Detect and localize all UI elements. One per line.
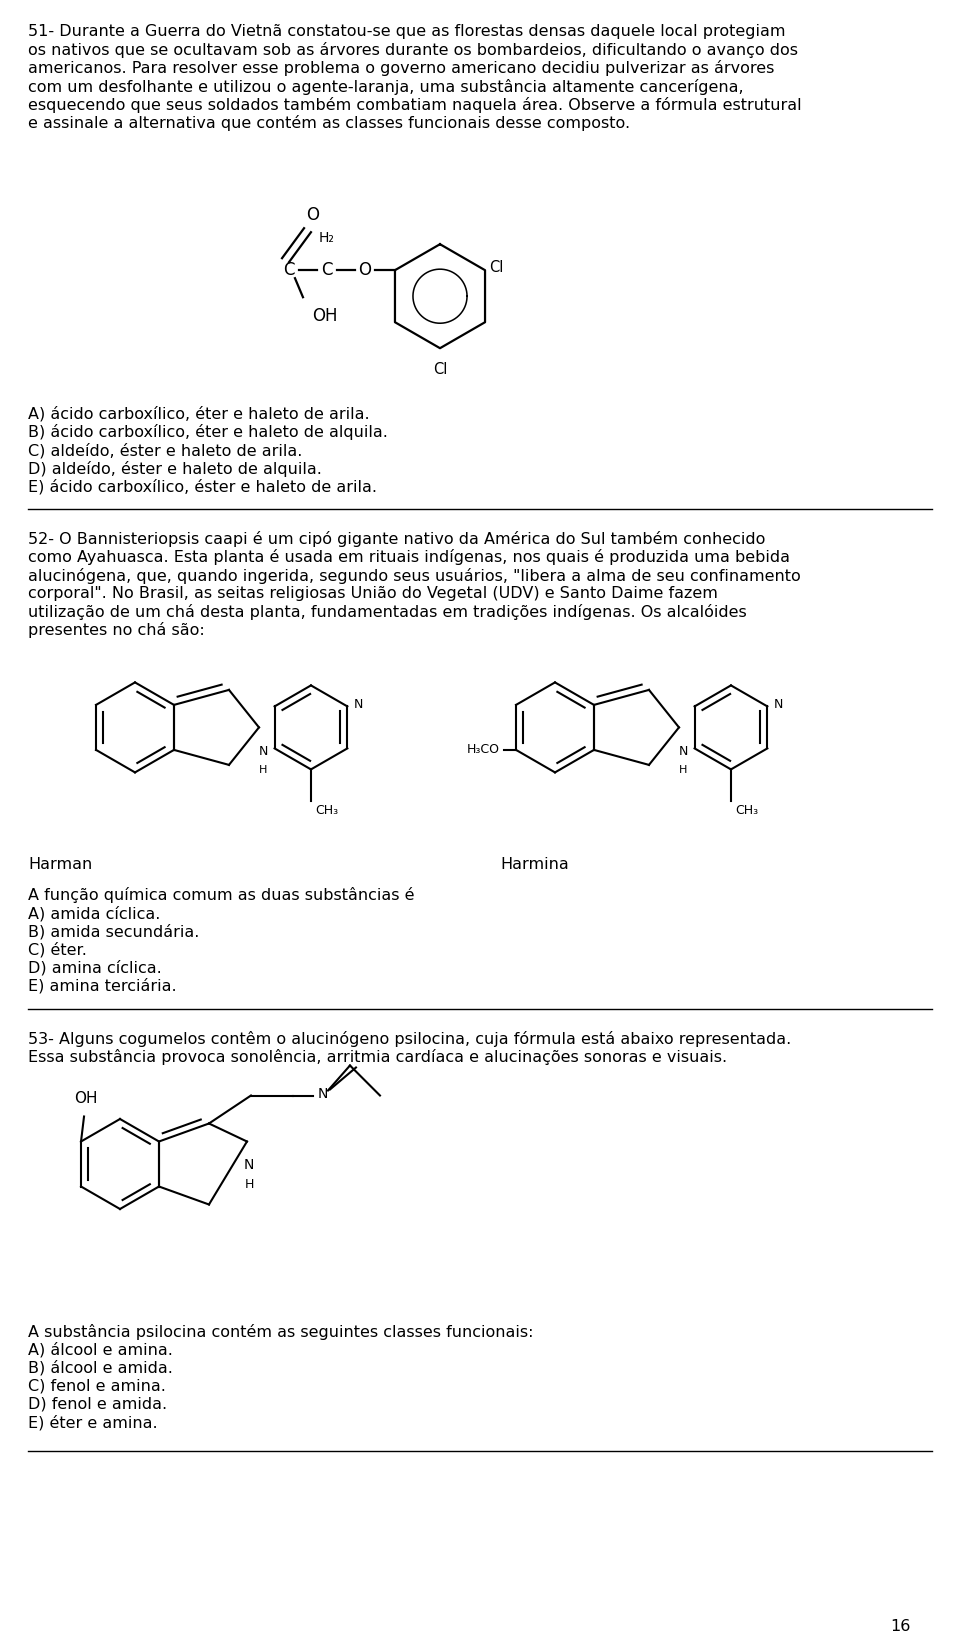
Text: presentes no chá são:: presentes no chá são: [28, 623, 204, 638]
Text: D) aldeído, éster e haleto de alquila.: D) aldeído, éster e haleto de alquila. [28, 461, 322, 477]
Text: os nativos que se ocultavam sob as árvores durante os bombardeios, dificultando : os nativos que se ocultavam sob as árvor… [28, 43, 798, 58]
Text: corporal". No Brasil, as seitas religiosas União do Vegetal (UDV) e Santo Daime : corporal". No Brasil, as seitas religios… [28, 586, 718, 601]
Text: CH₃: CH₃ [735, 805, 758, 818]
Text: como Ayahuasca. Esta planta é usada em rituais indígenas, nos quais é produzida : como Ayahuasca. Esta planta é usada em r… [28, 550, 790, 565]
Text: O: O [358, 261, 372, 279]
Text: Harman: Harman [28, 857, 92, 872]
Text: E) ácido carboxílico, éster e haleto de arila.: E) ácido carboxílico, éster e haleto de … [28, 479, 377, 494]
Text: esquecendo que seus soldados também combatiam naquela área. Observe a fórmula es: esquecendo que seus soldados também comb… [28, 97, 802, 112]
Text: Cl: Cl [433, 362, 447, 377]
Text: Harmina: Harmina [500, 857, 568, 872]
Text: N: N [258, 745, 268, 758]
Text: B) álcool e amida.: B) álcool e amida. [28, 1360, 173, 1376]
Text: Cl: Cl [489, 259, 503, 274]
Text: alucinógena, que, quando ingerida, segundo seus usuários, "libera a alma de seu : alucinógena, que, quando ingerida, segun… [28, 568, 801, 583]
Text: C) fenol e amina.: C) fenol e amina. [28, 1379, 166, 1394]
Text: OH: OH [312, 307, 338, 325]
Text: O: O [306, 206, 320, 225]
Text: D) fenol e amida.: D) fenol e amida. [28, 1398, 167, 1412]
Text: C) éter.: C) éter. [28, 942, 86, 958]
Text: A) amida cíclica.: A) amida cíclica. [28, 905, 160, 922]
Text: A) ácido carboxílico, éter e haleto de arila.: A) ácido carboxílico, éter e haleto de a… [28, 406, 370, 421]
Text: 16: 16 [890, 1619, 910, 1634]
Text: B) ácido carboxílico, éter e haleto de alquila.: B) ácido carboxílico, éter e haleto de a… [28, 425, 388, 441]
Text: e assinale a alternativa que contém as classes funcionais desse composto.: e assinale a alternativa que contém as c… [28, 116, 630, 131]
Text: E) amina terciária.: E) amina terciária. [28, 978, 177, 995]
Text: americanos. Para resolver esse problema o governo americano decidiu pulverizar a: americanos. Para resolver esse problema … [28, 61, 775, 76]
Text: Essa substância provoca sonolência, arritmia cardíaca e alucinações sonoras e vi: Essa substância provoca sonolência, arri… [28, 1049, 727, 1066]
Text: N: N [244, 1158, 254, 1171]
Text: A) álcool e amina.: A) álcool e amina. [28, 1341, 173, 1358]
Text: utilização de um chá desta planta, fundamentadas em tradições indígenas. Os alca: utilização de um chá desta planta, funda… [28, 605, 747, 620]
Text: C: C [322, 261, 333, 279]
Text: A função química comum as duas substâncias é: A função química comum as duas substânci… [28, 887, 415, 904]
Text: B) amida secundária.: B) amida secundária. [28, 923, 200, 940]
Text: H₃CO: H₃CO [467, 743, 500, 757]
Text: E) éter e amina.: E) éter e amina. [28, 1416, 157, 1431]
Text: OH: OH [74, 1090, 98, 1105]
Text: 53- Alguns cogumelos contêm o alucinógeno psilocina, cuja fórmula está abaixo re: 53- Alguns cogumelos contêm o alucinógen… [28, 1031, 791, 1047]
Text: H: H [679, 765, 687, 775]
Text: 51- Durante a Guerra do Vietnã constatou-se que as florestas densas daquele loca: 51- Durante a Guerra do Vietnã constatou… [28, 25, 785, 40]
Text: N: N [353, 697, 363, 710]
Text: H: H [244, 1178, 253, 1191]
Text: CH₃: CH₃ [315, 805, 338, 818]
Text: N: N [679, 745, 687, 758]
Text: A substância psilocina contém as seguintes classes funcionais:: A substância psilocina contém as seguint… [28, 1323, 534, 1340]
Text: H₂: H₂ [319, 231, 335, 244]
Text: H: H [259, 765, 267, 775]
Text: C) aldeído, éster e haleto de arila.: C) aldeído, éster e haleto de arila. [28, 443, 302, 458]
Text: com um desfolhante e utilizou o agente-laranja, uma substância altamente cancerí: com um desfolhante e utilizou o agente-l… [28, 79, 744, 94]
Text: N: N [774, 697, 782, 710]
Text: C: C [283, 261, 295, 279]
Text: N: N [318, 1087, 328, 1100]
Text: D) amina cíclica.: D) amina cíclica. [28, 960, 161, 976]
Text: 52- O Bannisteriopsis caapi é um cipó gigante nativo da América do Sul também co: 52- O Bannisteriopsis caapi é um cipó gi… [28, 532, 765, 547]
